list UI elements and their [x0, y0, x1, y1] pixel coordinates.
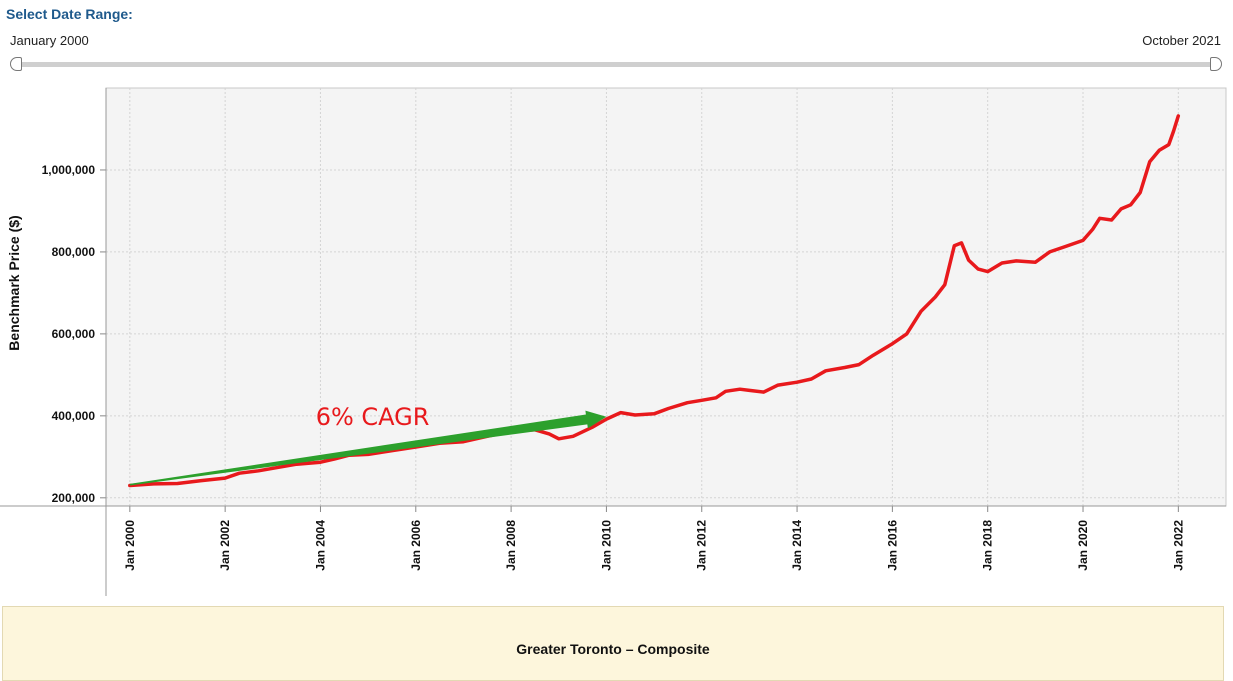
y-tick-label: 600,000	[52, 327, 96, 341]
y-tick-label: 1,000,000	[42, 163, 96, 177]
slider-start-handle[interactable]	[10, 57, 22, 71]
x-tick-label: Jan 2020	[1076, 520, 1090, 571]
x-tick-label: Jan 2018	[981, 520, 995, 571]
date-range-slider-track[interactable]	[16, 62, 1216, 67]
range-end-label: October 2021	[1142, 33, 1221, 48]
x-tick-label: Jan 2022	[1171, 520, 1185, 571]
footer-panel: Greater Toronto – Composite	[2, 606, 1224, 681]
cagr-arrow	[129, 410, 607, 486]
x-tick-label: Jan 2010	[599, 520, 613, 571]
x-tick-label: Jan 2000	[123, 520, 137, 571]
price-chart: 200,000 400,000 600,000 800,000 1,000,000 Jan…	[0, 87, 1227, 596]
x-tick-label: Jan 2008	[504, 520, 518, 571]
x-tick-label: Jan 2014	[790, 520, 804, 571]
plot-background	[105, 87, 1227, 507]
region-title: Greater Toronto – Composite	[516, 641, 710, 657]
x-tick-label: Jan 2002	[218, 520, 232, 571]
range-start-label: January 2000	[10, 33, 89, 48]
y-tick-label: 200,000	[52, 491, 96, 505]
x-tick-label: Jan 2016	[885, 520, 899, 571]
y-tick-label: 800,000	[52, 245, 96, 259]
date-range-title: Select Date Range:	[6, 6, 133, 22]
slider-end-handle[interactable]	[1210, 57, 1222, 71]
x-tick-label: Jan 2012	[695, 520, 709, 571]
y-axis-title: Benchmark Price ($)	[6, 215, 22, 350]
chart-area: 200,000 400,000 600,000 800,000 1,000,000 Jan…	[0, 86, 1233, 596]
x-tick-label: Jan 2004	[313, 520, 327, 571]
x-tick-label: Jan 2006	[409, 520, 423, 571]
cagr-label: 6% CAGR	[316, 403, 430, 431]
y-tick-label: 400,000	[52, 409, 96, 423]
